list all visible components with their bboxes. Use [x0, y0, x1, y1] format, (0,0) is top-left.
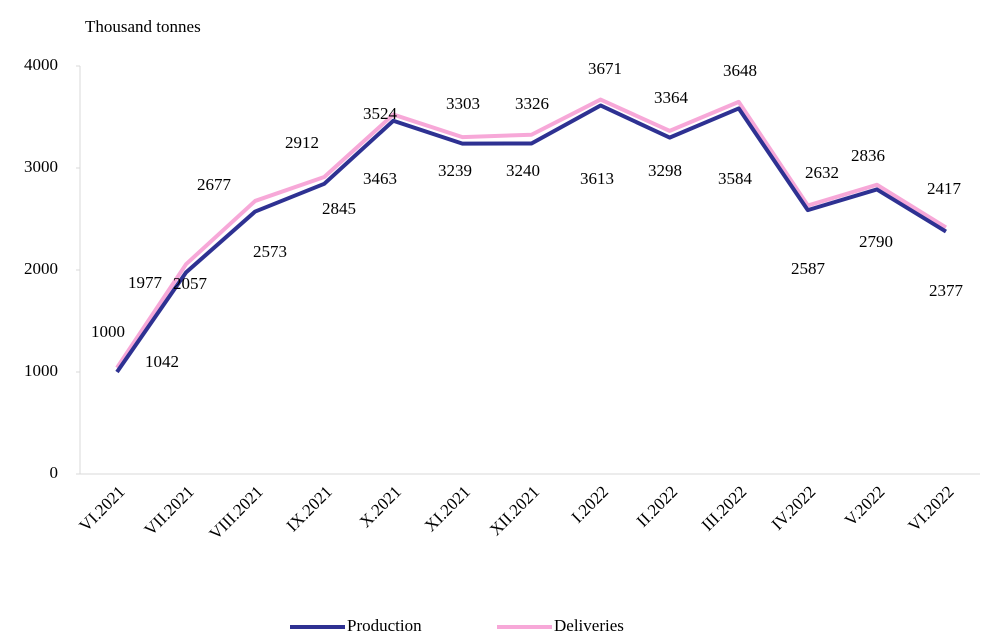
data-label: 2677	[197, 175, 232, 194]
legend-label: Production	[347, 616, 422, 635]
x-tick-label: III.2022	[698, 482, 750, 534]
data-label: 3239	[438, 161, 472, 180]
data-label: 3326	[515, 94, 549, 113]
data-label: 1977	[128, 273, 163, 292]
data-label: 1000	[91, 322, 125, 341]
data-label: 3648	[723, 61, 757, 80]
data-label: 3240	[506, 161, 540, 180]
data-label: 2417	[927, 179, 962, 198]
data-label: 2057	[173, 274, 208, 293]
x-tick-label: I.2022	[568, 482, 612, 526]
y-tick-label: 2000	[24, 259, 58, 278]
data-label: 3298	[648, 161, 682, 180]
y-tick-label: 0	[50, 463, 59, 482]
data-label: 3364	[654, 88, 689, 107]
data-label: 2790	[859, 232, 893, 251]
data-label: 2573	[253, 242, 287, 261]
x-tick-label: V.2022	[841, 482, 889, 530]
data-label: 2377	[929, 281, 964, 300]
y-axis-label: Thousand tonnes	[85, 17, 201, 36]
data-label: 2845	[322, 199, 356, 218]
data-label: 2587	[791, 259, 826, 278]
y-tick-label: 3000	[24, 157, 58, 176]
data-label: 3524	[363, 104, 398, 123]
x-tick-label: II.2022	[633, 482, 681, 530]
data-label: 3463	[363, 169, 397, 188]
data-label: 3303	[446, 94, 480, 113]
data-label: 3613	[580, 169, 614, 188]
series-line	[115, 97, 948, 369]
y-tick-label: 1000	[24, 361, 58, 380]
data-label: 2912	[285, 133, 319, 152]
legend-label: Deliveries	[554, 616, 624, 635]
x-tick-label: XI.2021	[421, 482, 474, 535]
x-tick-label: XII.2021	[486, 482, 543, 539]
data-label: 3584	[718, 169, 753, 188]
x-tick-label: VII.2021	[140, 482, 197, 539]
x-tick-label: IV.2022	[768, 482, 820, 534]
x-tick-label: VI.2022	[904, 482, 957, 535]
data-label: 3671	[588, 59, 622, 78]
data-label: 1042	[145, 352, 179, 371]
data-label: 2836	[851, 146, 885, 165]
series-line	[115, 103, 948, 374]
data-label: 2632	[805, 163, 839, 182]
x-tick-label: X.2021	[356, 482, 405, 531]
x-tick-label: VIII.2021	[206, 482, 267, 543]
y-tick-label: 4000	[24, 55, 58, 74]
x-tick-label: VI.2021	[75, 482, 128, 535]
x-tick-label: IX.2021	[283, 482, 336, 535]
